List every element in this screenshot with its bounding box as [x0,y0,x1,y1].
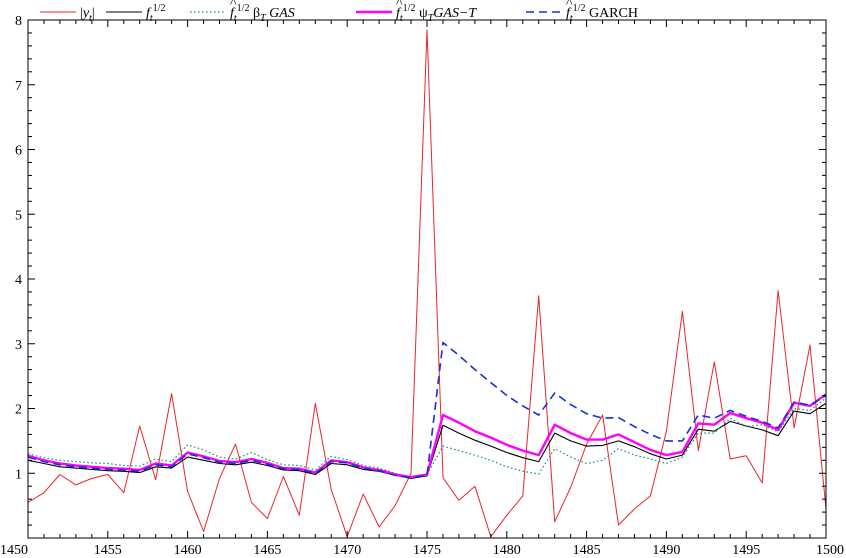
series-line-2 [28,397,826,479]
x-tick-label: 1465 [253,543,281,558]
y-tick-label: 4 [15,273,22,288]
series-line-3 [28,393,826,479]
x-tick-label: 1490 [652,543,680,558]
y-tick-label: 1 [15,467,22,482]
x-tick-label: 1460 [174,543,202,558]
x-tick-label: 1475 [413,543,441,558]
legend-label-3: ft1/2 ψTGAS−T [396,3,477,24]
legend-label-2: ft1/2 βT GAS [230,3,295,24]
legend-hat-4: ^ [566,0,573,11]
plot-frame [27,19,827,539]
y-tick-label: 5 [15,208,22,223]
series-line-4 [28,341,826,479]
y-tick-label: 6 [15,144,22,159]
y-tick-label: 8 [15,14,22,29]
legend-label-0: |yt| [80,6,95,24]
x-tick-label: 1455 [94,543,122,558]
x-tick-label: 1470 [333,543,361,558]
y-tick-label: 7 [15,79,22,94]
legend-label-4: ft1/2 GARCH [566,3,638,24]
x-tick-label: 1500 [816,543,844,558]
legend-label-1: ft1/2 [146,3,165,24]
axes: 1450 1455 1460 1465 1470 1475 1480 1485 1490 1495… [0,14,844,558]
series-line-0 [28,29,826,538]
x-tick-label: 1480 [493,543,521,558]
x-tick-label: 1485 [573,543,601,558]
series-line-1 [28,402,826,479]
legend-hat-2: ^ [230,0,237,11]
y-tick-label: 2 [15,403,22,418]
legend: |yt| ft1/2 ft1/2 βT GAS^ft1/2 ψTGAS−T^ft1/… [40,0,638,24]
x-tick-label: 1450 [0,543,28,558]
legend-hat-3: ^ [396,0,403,11]
y-tick-label: 3 [15,338,22,353]
plot-lines [28,29,826,538]
x-tick-label: 1495 [732,543,760,558]
